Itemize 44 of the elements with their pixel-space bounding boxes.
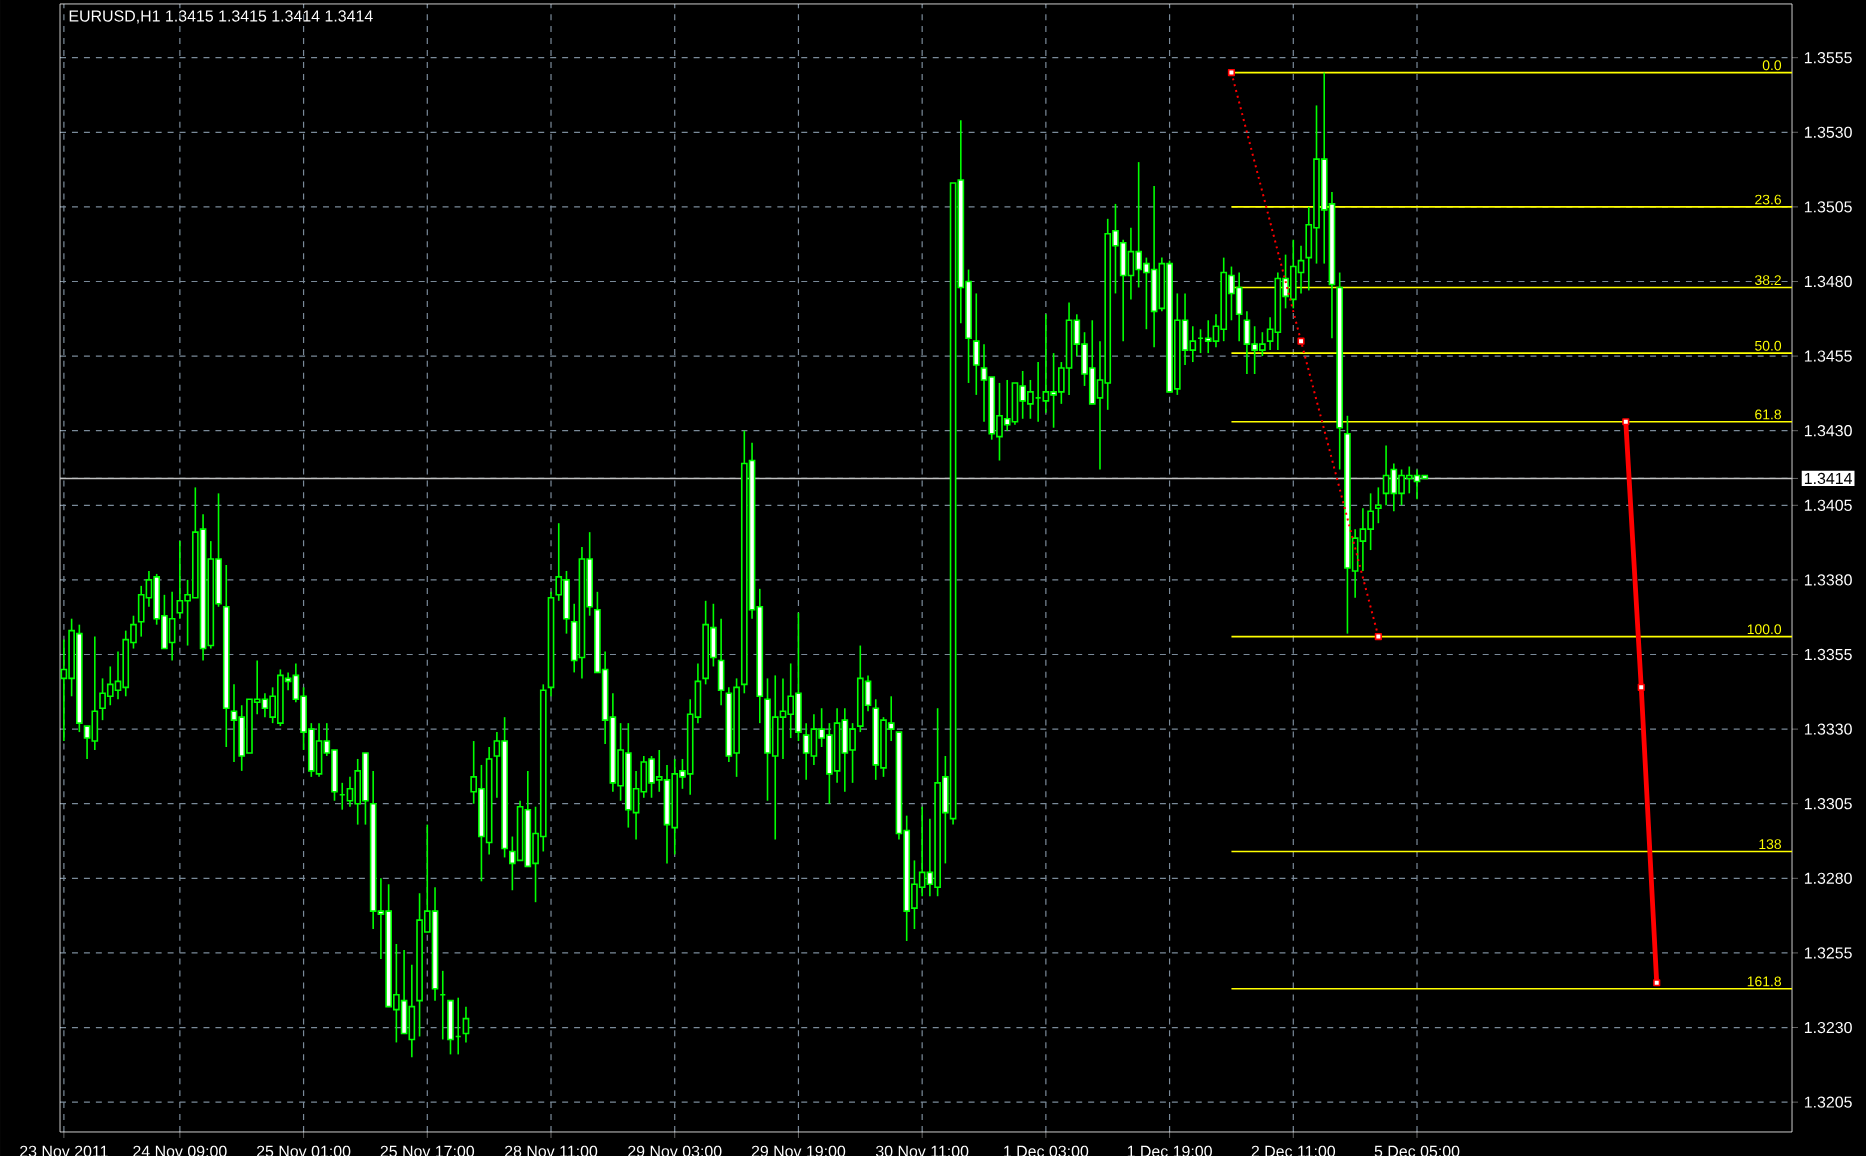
candlestick xyxy=(833,707,841,784)
candlestick xyxy=(416,892,423,1038)
candlestick xyxy=(1065,301,1073,396)
candlestick xyxy=(354,758,362,826)
candlestick xyxy=(771,674,779,841)
candlestick xyxy=(1274,271,1282,351)
point xyxy=(1297,337,1305,345)
candlestick xyxy=(315,722,323,778)
candlestick xyxy=(137,585,145,638)
candlestick xyxy=(222,564,230,748)
candlestick xyxy=(1405,465,1413,495)
candlestick xyxy=(872,698,880,781)
candlestick xyxy=(841,707,849,793)
candlestick xyxy=(1235,271,1243,342)
candlestick xyxy=(485,746,493,856)
candlestick xyxy=(1189,325,1197,363)
point xyxy=(1227,69,1236,77)
candlestick xyxy=(996,382,1003,462)
candlestick xyxy=(764,677,771,802)
candlestick xyxy=(106,665,114,707)
candlestick xyxy=(1104,218,1112,411)
point xyxy=(1374,633,1382,641)
candlestick xyxy=(478,764,485,883)
candlestick xyxy=(1042,313,1050,414)
candlestick xyxy=(671,758,679,856)
candlestick xyxy=(346,776,354,808)
candlestick xyxy=(810,713,818,766)
candlestick xyxy=(176,540,184,620)
candlestick xyxy=(725,686,733,763)
candlestick xyxy=(1220,256,1228,342)
point xyxy=(1622,418,1630,426)
point xyxy=(1637,683,1645,691)
candlestick xyxy=(238,704,246,772)
candlestick xyxy=(787,662,795,739)
candlestick xyxy=(779,677,787,760)
candlestick xyxy=(1359,507,1367,572)
candlestick xyxy=(1204,319,1212,354)
candlestick xyxy=(91,635,99,751)
point xyxy=(1653,979,1661,987)
candlestick xyxy=(431,886,439,1002)
candlestick xyxy=(261,692,269,718)
candlestick xyxy=(1003,379,1011,432)
candlestick xyxy=(1289,238,1297,310)
candlestick xyxy=(122,629,130,698)
